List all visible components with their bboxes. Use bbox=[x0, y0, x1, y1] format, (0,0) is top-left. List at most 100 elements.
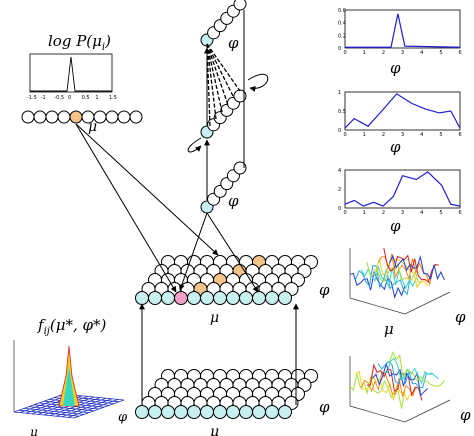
mu-phi-grid-top bbox=[135, 255, 318, 305]
mu-node-row bbox=[21, 110, 143, 124]
grid-node bbox=[278, 291, 292, 305]
phi-label-surface-top: φ bbox=[455, 308, 466, 326]
log-p-plot: -1.5 -1 -0.5 0 0.5 1 1.5 bbox=[27, 53, 117, 101]
logp-x-tick: 1 bbox=[95, 95, 98, 101]
plot3-x-tick: 6 bbox=[459, 210, 462, 216]
surface-bottom-mesh-line bbox=[372, 362, 428, 397]
dashed-connection bbox=[206, 43, 217, 120]
grid-node bbox=[252, 291, 266, 305]
grid-node bbox=[148, 291, 162, 305]
phi-label-fij: φ bbox=[118, 410, 128, 425]
plot1-line bbox=[345, 13, 461, 48]
grid-node bbox=[187, 405, 201, 419]
surface-top-mesh-line bbox=[383, 247, 439, 283]
dashed-connection bbox=[206, 43, 211, 127]
mu-label-grid-top: μ bbox=[210, 310, 219, 326]
phi-label-plot2: φ bbox=[390, 138, 401, 156]
plot2-x-tick: 2 bbox=[382, 132, 385, 138]
grid-node bbox=[239, 291, 253, 305]
grid-node bbox=[161, 405, 175, 419]
plot1-y-tick: 0.4 bbox=[338, 21, 346, 27]
plot2-y-tick: 0.5 bbox=[338, 109, 346, 115]
plot3-x-tick: 5 bbox=[439, 210, 442, 216]
plot1-x-tick: 1 bbox=[363, 50, 366, 56]
logp-curve bbox=[30, 56, 112, 92]
surface-top-base bbox=[349, 291, 451, 315]
surface-plots bbox=[349, 247, 451, 423]
grid-node bbox=[213, 291, 227, 305]
phi-label-column-bottom: φ bbox=[228, 192, 239, 210]
plot3-x-tick: 3 bbox=[401, 210, 404, 216]
mu-node bbox=[117, 110, 131, 124]
mu-node bbox=[69, 110, 83, 124]
plot3-x-tick: 0 bbox=[344, 210, 347, 216]
phi-label-grid-bottom: φ bbox=[319, 398, 330, 416]
logp-x-tick: -1.5 bbox=[27, 95, 37, 101]
surface-bottom-mesh-line bbox=[360, 371, 417, 397]
phi-label-plot3: φ bbox=[390, 217, 401, 235]
plot3-x-tick: 4 bbox=[420, 210, 423, 216]
surface-bottom-mesh-line bbox=[383, 357, 440, 385]
plot3-x-tick: 1 bbox=[363, 210, 366, 216]
plot2-x-tick: 3 bbox=[401, 132, 404, 138]
surface-top-mesh-line bbox=[349, 270, 406, 299]
grid-node bbox=[239, 405, 253, 419]
plot1-x-tick: 0 bbox=[344, 50, 347, 56]
f-ij-label: fij(μ*, φ*) bbox=[37, 316, 107, 337]
grid-node bbox=[265, 405, 279, 419]
mu-node bbox=[105, 110, 119, 124]
fij-base-line bbox=[48, 399, 110, 406]
mu-to-grid-arrow bbox=[75, 123, 219, 256]
phi-label-plot1: φ bbox=[390, 59, 401, 77]
grid-node bbox=[135, 291, 149, 305]
surface-bottom-base bbox=[349, 399, 451, 423]
phi-node bbox=[233, 0, 247, 11]
fij-base-line bbox=[73, 399, 125, 419]
phi-node-column bbox=[187, 0, 269, 214]
plot3-line bbox=[344, 171, 461, 207]
surface-bottom-mesh-line bbox=[388, 350, 445, 387]
plot2-x-tick: 4 bbox=[420, 132, 423, 138]
f-ij-surface-plot bbox=[13, 340, 125, 419]
plot2-y-tick: 1 bbox=[338, 90, 341, 96]
plot3-y-tick: 2 bbox=[338, 187, 341, 193]
surface-top-mesh-line bbox=[388, 254, 445, 281]
phi-to-grid-arrow bbox=[178, 212, 208, 291]
plot2-x-tick: 6 bbox=[459, 132, 462, 138]
plot1-y-tick: 0.2 bbox=[338, 33, 346, 39]
plot1-x-tick: 6 bbox=[459, 50, 462, 56]
logp-x-tick: 0 bbox=[68, 95, 71, 101]
mu-node bbox=[33, 110, 47, 124]
grid-node bbox=[174, 405, 188, 419]
dashed-connection bbox=[206, 43, 235, 99]
surface-top-mesh-line bbox=[360, 265, 417, 289]
phi-to-grid-arrow bbox=[206, 212, 259, 293]
logp-x-tick: 0.5 bbox=[82, 95, 90, 101]
plot2-x-tick: 1 bbox=[363, 132, 366, 138]
grid-node bbox=[135, 405, 149, 419]
grid-node bbox=[213, 405, 227, 419]
logp-x-tick: -0.5 bbox=[54, 95, 64, 101]
plot1-x-tick: 3 bbox=[401, 50, 404, 56]
grid-node bbox=[200, 405, 214, 419]
grid-node bbox=[174, 291, 188, 305]
plot2-line bbox=[344, 93, 461, 129]
log-p-label: log P(μi) bbox=[48, 32, 111, 53]
fij-base-line bbox=[49, 397, 101, 416]
phi-label-surface-bottom: φ bbox=[460, 406, 471, 424]
dashed-connection bbox=[206, 43, 229, 106]
fij-peak-inner bbox=[63, 366, 75, 406]
fij-base-line bbox=[55, 397, 107, 417]
surface-bottom-mesh-line bbox=[366, 363, 423, 401]
mu-phi-grid-bottom bbox=[135, 369, 318, 419]
plot1-x-tick: 5 bbox=[439, 50, 442, 56]
grid-node bbox=[148, 405, 162, 419]
grid-node bbox=[226, 405, 240, 419]
mu-label-grid-bottom: μ bbox=[210, 424, 219, 436]
grid-node bbox=[278, 405, 292, 419]
phi-line-plots: 0 1 2 3 4 5 6 0 0.2 0.4 0.6 0 1 2 3 4 5 6 0 0.5 1 0 1 2 3 4 5 6 0 2 4 bbox=[338, 8, 462, 216]
plot3-y-tick: 4 bbox=[338, 168, 341, 174]
dashed-connection bbox=[206, 43, 241, 92]
mu-label-top-row: μ bbox=[88, 119, 97, 135]
